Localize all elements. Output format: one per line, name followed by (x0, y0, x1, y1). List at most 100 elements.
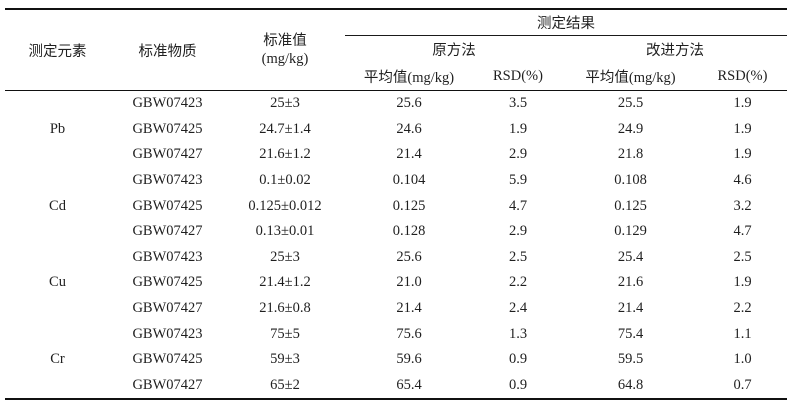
cell-standard: 59±3 (270, 351, 300, 368)
table-row: GBW07427 65±2 65.4 0.9 64.8 0.7 (5, 373, 787, 400)
cell-standard: 0.1±0.02 (259, 172, 311, 189)
cell-standard: 75±5 (270, 325, 300, 342)
element-label: Cr (50, 351, 65, 368)
cell-impr-rsd: 0.7 (733, 376, 752, 393)
cell-orig-mean: 21.4 (396, 300, 422, 317)
cell-material: GBW07427 (132, 146, 203, 163)
cell-orig-rsd: 5.9 (508, 172, 528, 189)
cell-orig-rsd: 0.9 (508, 351, 528, 368)
cell-material: GBW07423 (132, 325, 203, 342)
cell-orig-mean: 0.128 (392, 223, 426, 240)
element-label: Cd (49, 197, 66, 214)
cell-impr-mean: 21.8 (617, 146, 644, 163)
cell-orig-mean: 0.125 (392, 197, 426, 214)
cell-orig-mean: 24.6 (396, 120, 422, 137)
table-row: Cd GBW07423 0.1±0.02 0.104 5.9 0.108 4.6 (5, 168, 787, 214)
cell-standard: 24.7±1.4 (259, 120, 311, 137)
header-results: 测定结果 (345, 9, 787, 36)
header-impr-mean: 平均值(mg/kg) (585, 69, 676, 86)
table-row: GBW07427 0.13±0.01 0.128 2.9 0.129 4.7 (5, 219, 787, 245)
element-label: Cu (49, 274, 66, 291)
header-element: 测定元素 (28, 43, 87, 60)
table-row: GBW07425 0.125±0.012 0.125 4.7 0.125 3.2 (5, 193, 787, 219)
cell-impr-rsd: 1.9 (733, 274, 752, 291)
cell-impr-rsd: 4.6 (733, 172, 752, 189)
header-material: 标准物质 (138, 43, 197, 60)
table-row: GBW07425 59±3 59.6 0.9 59.5 1.0 (5, 347, 787, 373)
table-row: GBW07425 21.4±1.2 21.0 2.2 21.6 1.9 (5, 270, 787, 296)
cell-orig-rsd: 2.2 (508, 274, 528, 291)
header-orig-mean: 平均值(mg/kg) (363, 69, 455, 86)
cell-standard: 21.6±0.8 (259, 300, 311, 317)
cell-impr-mean: 21.4 (617, 300, 644, 317)
table-row: GBW07427 21.6±0.8 21.4 2.4 21.4 2.2 (5, 296, 787, 322)
cell-standard: 21.6±1.2 (259, 146, 311, 163)
header-impr-rsd: RSD(%) (717, 67, 768, 84)
table-body: Pb GBW07423 25±3 25.6 3.5 25.5 1.9 GBW07… (5, 91, 787, 400)
cell-orig-mean: 25.6 (396, 248, 422, 265)
header-row-3: 平均值(mg/kg) RSD(%) 平均值(mg/kg) RSD(%) (5, 62, 787, 91)
cell-impr-rsd: 1.1 (733, 325, 752, 342)
header-orig-rsd: RSD(%) (493, 67, 543, 84)
cell-impr-mean: 24.9 (617, 120, 644, 137)
cell-material: GBW07423 (132, 95, 203, 112)
cell-orig-rsd: 2.9 (508, 223, 528, 240)
cell-impr-mean: 0.125 (614, 197, 647, 214)
header-standard-line1: 标准值 (263, 32, 307, 49)
cell-orig-mean: 21.4 (396, 146, 422, 163)
cell-orig-rsd: 2.4 (508, 300, 528, 317)
table-row: GBW07427 21.6±1.2 21.4 2.9 21.8 1.9 (5, 142, 787, 168)
cell-impr-mean: 21.6 (617, 274, 644, 291)
cell-standard: 25±3 (270, 95, 300, 112)
cell-orig-rsd: 3.5 (508, 95, 528, 112)
cell-material: GBW07425 (132, 197, 203, 214)
cell-impr-mean: 25.5 (617, 95, 644, 112)
cell-impr-mean: 25.4 (617, 248, 644, 265)
cell-orig-mean: 59.6 (396, 351, 422, 368)
cell-orig-rsd: 2.9 (508, 146, 528, 163)
cell-standard: 21.4±1.2 (259, 274, 311, 291)
cell-standard: 65±2 (270, 376, 300, 393)
cell-impr-rsd: 4.7 (733, 223, 752, 240)
cell-orig-mean: 21.0 (396, 274, 422, 291)
cell-orig-rsd: 4.7 (508, 197, 528, 214)
cell-impr-mean: 0.129 (614, 223, 647, 240)
cell-material: GBW07423 (132, 248, 203, 265)
cell-impr-rsd: 1.0 (733, 351, 752, 368)
cell-impr-mean: 0.108 (614, 172, 647, 189)
cell-material: GBW07427 (132, 300, 203, 317)
cell-impr-rsd: 2.5 (733, 248, 752, 265)
cell-impr-mean: 59.5 (617, 351, 644, 368)
header-row-1: 测定元素 标准物质 标准值 (mg/kg) 测定结果 (5, 9, 787, 67)
cell-standard: 25±3 (270, 248, 300, 265)
element-label: Pb (49, 120, 66, 137)
cell-material: GBW07427 (132, 376, 203, 393)
cell-impr-mean: 64.8 (617, 376, 644, 393)
header-method-improved: 改进方法 (646, 42, 704, 59)
cell-orig-mean: 0.104 (392, 172, 426, 189)
cell-standard: 0.13±0.01 (255, 223, 315, 240)
cell-impr-rsd: 1.9 (733, 95, 752, 112)
cell-material: GBW07425 (132, 120, 203, 137)
cell-impr-mean: 75.4 (617, 325, 644, 342)
cell-material: GBW07427 (132, 223, 203, 240)
cell-orig-rsd: 1.3 (508, 325, 528, 342)
cell-orig-mean: 25.6 (396, 95, 422, 112)
cell-orig-mean: 75.6 (396, 325, 422, 342)
table-row: GBW07425 24.7±1.4 24.6 1.9 24.9 1.9 (5, 117, 787, 143)
cell-impr-rsd: 3.2 (733, 197, 752, 214)
cell-material: GBW07423 (132, 172, 203, 189)
results-table: 测定元素 标准物质 标准值 (mg/kg) 测定结果 原方法 改进方法 平均值(… (5, 8, 787, 401)
header-row-2: 原方法 改进方法 (5, 36, 787, 63)
cell-orig-rsd: 1.9 (508, 120, 528, 137)
header-method-original: 原方法 (432, 42, 476, 59)
cell-impr-rsd: 1.9 (733, 120, 752, 137)
header-standard-line2: (mg/kg) (261, 51, 309, 67)
cell-orig-rsd: 2.5 (508, 248, 528, 265)
cell-impr-rsd: 2.2 (733, 300, 752, 317)
cell-material: GBW07425 (132, 274, 203, 291)
cell-impr-rsd: 1.9 (733, 146, 752, 163)
cell-orig-mean: 65.4 (396, 376, 422, 393)
cell-material: GBW07425 (132, 351, 203, 368)
